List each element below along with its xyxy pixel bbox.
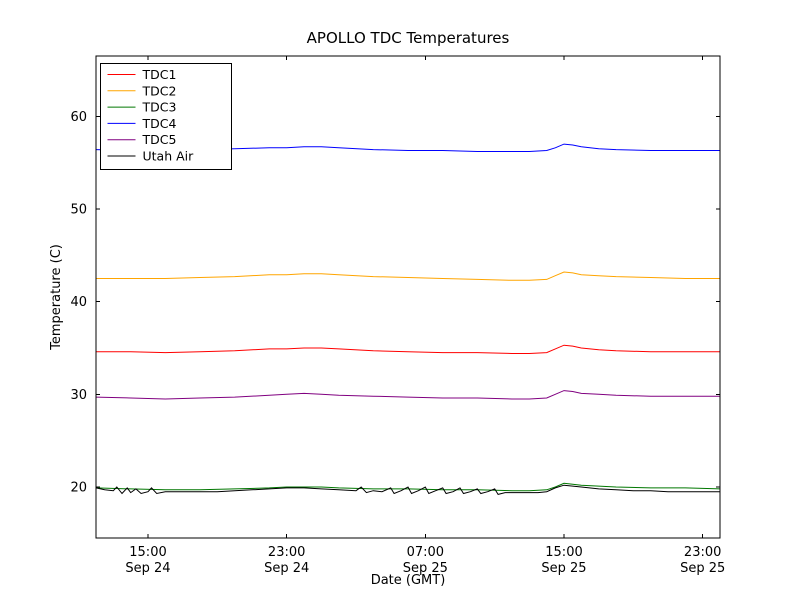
legend-box bbox=[100, 63, 232, 170]
legend-label-tdc1: TDC1 bbox=[142, 67, 177, 82]
legend-label-tdc4: TDC4 bbox=[142, 116, 177, 131]
x-tick-label-date: Sep 25 bbox=[680, 561, 725, 576]
x-tick-label-date: Sep 25 bbox=[403, 561, 448, 576]
series-line-tdc2 bbox=[96, 271, 720, 281]
y-axis-label: Temperature (C) bbox=[49, 244, 64, 351]
x-tick-label-time: 15:00 bbox=[545, 545, 582, 560]
series-line-tdc5 bbox=[95, 390, 720, 400]
y-tick-label: 40 bbox=[70, 295, 87, 310]
chart-title: APOLLO TDC Temperatures bbox=[307, 29, 510, 47]
x-tick-label-time: 23:00 bbox=[684, 545, 721, 560]
x-tick-label-time: 23:00 bbox=[268, 545, 305, 560]
series-line-tdc3 bbox=[95, 482, 721, 492]
legend-label-tdc5: TDC5 bbox=[142, 132, 177, 147]
series-line-tdc4 bbox=[95, 143, 720, 152]
legend-label-tdc3: TDC3 bbox=[142, 100, 177, 115]
x-tick-label-date: Sep 24 bbox=[264, 561, 309, 576]
y-tick-label: 60 bbox=[70, 110, 87, 125]
legend-label-tdc2: TDC2 bbox=[142, 83, 177, 98]
y-tick-label: 50 bbox=[70, 202, 87, 217]
plot-border bbox=[95, 55, 721, 539]
series-line-tdc1 bbox=[96, 344, 720, 354]
y-tick-label: 30 bbox=[70, 388, 87, 403]
y-tick-label: 20 bbox=[70, 481, 87, 496]
x-tick-label-time: 07:00 bbox=[407, 545, 444, 560]
x-tick-label-date: Sep 24 bbox=[125, 561, 170, 576]
x-tick-label-time: 15:00 bbox=[129, 545, 166, 560]
legend-label-utah-air: Utah Air bbox=[143, 149, 195, 164]
x-tick-label-date: Sep 25 bbox=[541, 561, 586, 576]
x-axis-label: Date (GMT) bbox=[371, 573, 446, 588]
series-line-utah-air bbox=[95, 484, 720, 495]
